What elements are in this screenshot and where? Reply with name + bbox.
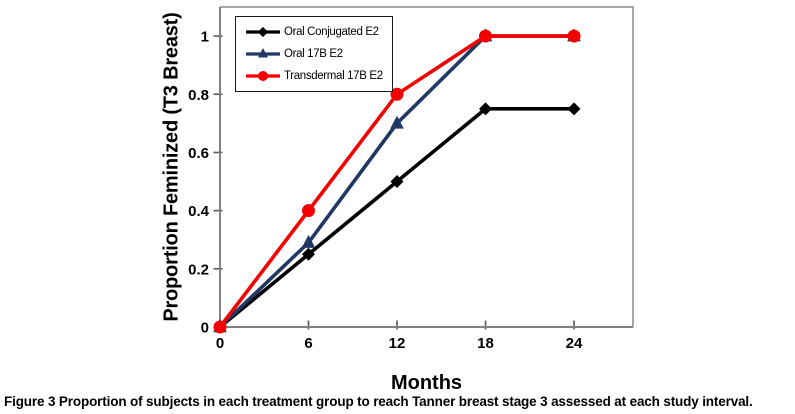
tick-label: 0.2 (188, 261, 209, 278)
legend-item-label: Oral 17B E2 (284, 48, 343, 60)
triangle-marker-icon (258, 48, 268, 58)
tick-label: 0 (201, 320, 209, 337)
figure-caption: Figure 3 Proportion of subjects in each … (4, 394, 753, 409)
tick-label: 18 (477, 335, 494, 352)
diamond-marker-icon (567, 102, 581, 116)
legend-item-label: Transdermal 17B E2 (284, 70, 383, 82)
tick-label: 6 (304, 335, 312, 352)
circle-marker-icon (213, 320, 227, 334)
diamond-marker-icon (479, 102, 492, 116)
legend-key-sample (246, 26, 280, 38)
diamond-marker-icon (302, 247, 315, 261)
legend-item-1: Oral 17B E2 (246, 43, 383, 65)
triangle-marker-icon (301, 234, 316, 248)
circle-marker-icon (567, 29, 581, 43)
figure-caption-text: Proportion of subjects in each treatment… (58, 394, 753, 409)
legend-key-sample (246, 71, 280, 81)
circle-marker-icon (479, 29, 492, 43)
legend-item-2: Transdermal 17B E2 (246, 65, 383, 87)
diamond-marker-icon (257, 26, 269, 38)
y-axis-ticks: 0 0.2 0.4 0.6 0.8 1 (188, 29, 223, 337)
diamond-marker-icon (390, 175, 404, 189)
x-axis-ticks: 0 6 12 18 24 (216, 320, 583, 352)
tick-label: 0.8 (188, 87, 209, 104)
plot-frame (220, 6, 634, 327)
circle-marker-icon (302, 204, 315, 218)
circle-marker-icon (390, 87, 404, 101)
tick-label: 0 (216, 335, 224, 352)
tick-label: 1 (201, 29, 209, 46)
series-line (218, 107, 574, 329)
tick-label: 0.6 (188, 145, 209, 162)
legend-key-sample (246, 48, 280, 58)
legend-item-0: Oral Conjugated E2 (246, 21, 383, 43)
figure-caption-label: Figure 3 (4, 394, 56, 409)
y-axis-title: Proportion Feminized (T3 Breast) (160, 12, 183, 322)
series-oral-conjugated-e2 (213, 102, 581, 334)
circle-marker-icon (258, 71, 268, 81)
tick-label: 12 (389, 335, 406, 352)
legend-item-label: Oral Conjugated E2 (284, 26, 379, 38)
tick-label: 24 (566, 335, 583, 352)
triangle-marker-icon (390, 115, 404, 129)
legend: Oral Conjugated E2 Oral 17B E2 Transdermal… (235, 16, 393, 92)
tick-label: 0.4 (188, 203, 210, 220)
series-transdermal-17b-e2 (213, 29, 581, 334)
x-axis-title: Months (390, 372, 463, 394)
